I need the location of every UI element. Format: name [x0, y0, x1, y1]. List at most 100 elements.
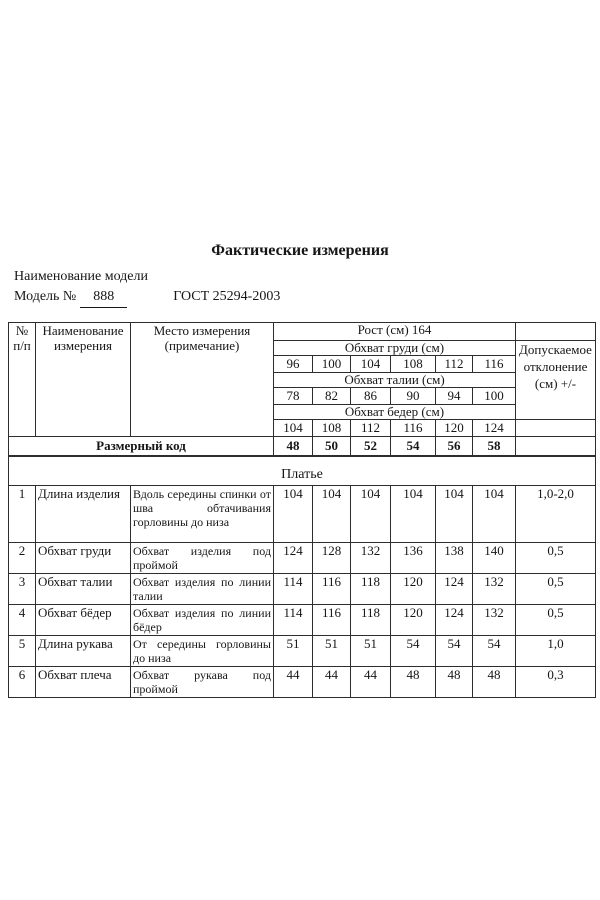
hips-value-cell: 112	[350, 419, 391, 437]
model-label: Модель №	[14, 289, 77, 304]
size-code-value-cell: 48	[273, 436, 313, 457]
measurement-name-cell: Длина рукава	[35, 634, 131, 667]
measurement-value-cell: 104	[273, 484, 313, 543]
waist-values-row: 78 82 86 90 94 100	[9, 387, 596, 405]
measurement-value-cell: 104	[472, 484, 516, 543]
measurements-table: № п/п Наименование измерения Место измер…	[8, 322, 596, 698]
measurement-value-cell: 104	[350, 484, 391, 543]
table-row: 3 Обхват талии Обхват изделия по линии т…	[8, 572, 596, 605]
table-row: 6 Обхват плеча Обхват рукава под проймой…	[8, 665, 596, 698]
model-number: 888	[80, 287, 128, 308]
chest-value-cell: 108	[390, 355, 436, 373]
header-cell-name: Наименование измерения	[35, 322, 131, 437]
measurement-value-cell: 51	[312, 634, 351, 667]
size-code-value-cell: 50	[312, 436, 351, 457]
waist-value-cell: 78	[273, 387, 313, 405]
hips-value-cell: 108	[312, 419, 351, 437]
hips-label-cell: Обхват бедер (см)	[273, 404, 516, 420]
section-title: Платье	[8, 455, 596, 486]
measurement-value-cell: 120	[390, 572, 436, 605]
measurement-name-cell: Обхват груди	[35, 541, 131, 574]
model-name-label: Наименование модели	[14, 269, 148, 284]
tolerance-cell: 0,5	[515, 541, 596, 574]
measurement-value-cell: 124	[435, 572, 473, 605]
measurement-value-cell: 138	[435, 541, 473, 574]
row-number-cell: 3	[8, 572, 36, 605]
measurement-place-cell: Обхват изделия по линии талии	[130, 572, 274, 605]
measurement-value-cell: 44	[312, 665, 351, 698]
table-row: 4 Обхват бёдер Обхват изделия по линии б…	[8, 603, 596, 636]
header-cell-height: Рост (см) 164	[273, 322, 516, 341]
chest-label-cell: Обхват груди (см)	[273, 340, 516, 356]
measurement-value-cell: 51	[350, 634, 391, 667]
chest-value-cell: 96	[273, 355, 313, 373]
measurement-name-cell: Обхват бёдер	[35, 603, 131, 636]
chest-value-cell: 112	[435, 355, 473, 373]
measurement-place-cell: Обхват изделия под проймой	[130, 541, 274, 574]
gost-standard: ГОСТ 25294-2003	[173, 289, 281, 304]
header-row-height: № п/п Наименование измерения Место измер…	[8, 322, 596, 437]
measurement-value-cell: 136	[390, 541, 436, 574]
size-code-row: Размерный код 48 50 52 54 56 58	[8, 436, 596, 457]
table-row: 1 Длина изделия Вдоль середины спинки от…	[8, 484, 596, 543]
measurement-value-cell: 51	[273, 634, 313, 667]
waist-value-cell: 90	[390, 387, 436, 405]
header-cell-empty	[515, 419, 596, 437]
chest-value-cell: 104	[350, 355, 391, 373]
tolerance-cell: 0,5	[515, 603, 596, 636]
waist-value-cell: 100	[472, 387, 516, 405]
measurement-value-cell: 104	[312, 484, 351, 543]
chest-values-row: 96 100 104 108 112 116	[9, 355, 596, 373]
row-number-cell: 4	[8, 603, 36, 636]
waist-value-cell: 94	[435, 387, 473, 405]
measurement-value-cell: 104	[390, 484, 436, 543]
measurement-value-cell: 118	[350, 603, 391, 636]
measurement-value-cell: 44	[273, 665, 313, 698]
measurement-value-cell: 54	[435, 634, 473, 667]
measurement-name-cell: Обхват плеча	[35, 665, 131, 698]
header-cell-num: № п/п	[8, 322, 36, 437]
waist-value-cell: 82	[312, 387, 351, 405]
measurement-value-cell: 116	[312, 603, 351, 636]
page-title: Фактические измерения	[211, 242, 389, 259]
measurement-name-cell: Обхват талии	[35, 572, 131, 605]
tolerance-cell: 1,0	[515, 634, 596, 667]
size-code-value-cell: 52	[350, 436, 391, 457]
tolerance-cell: 1,0-2,0	[515, 484, 596, 543]
hips-value-cell: 120	[435, 419, 473, 437]
header-cell-empty-corner	[515, 322, 596, 341]
size-code-value-cell: 58	[472, 436, 516, 457]
measurement-value-cell: 44	[350, 665, 391, 698]
measurement-value-cell: 54	[390, 634, 436, 667]
chest-value-cell: 116	[472, 355, 516, 373]
measurement-value-cell: 132	[350, 541, 391, 574]
header-row-chest-label: Обхват груди (см) Допускаемое отклонение…	[9, 340, 596, 420]
measurement-place-cell: Обхват рукава под проймой	[130, 665, 274, 698]
measurement-name-cell: Длина изделия	[35, 484, 131, 543]
size-code-value-cell: 54	[390, 436, 436, 457]
row-number-cell: 5	[8, 634, 36, 667]
size-code-value-cell: 56	[435, 436, 473, 457]
measurement-value-cell: 124	[273, 541, 313, 574]
hips-value-cell: 116	[390, 419, 436, 437]
header-cell-place: Место измерения (примечание)	[130, 322, 274, 437]
row-number-cell: 6	[8, 665, 36, 698]
tolerance-header-cell: Допускаемое отклонение (см) +/-	[515, 340, 596, 420]
measurement-value-cell: 118	[350, 572, 391, 605]
size-code-empty-cell	[515, 436, 596, 457]
hips-values-row: 104 108 112 116 120 124	[9, 419, 596, 437]
measurement-value-cell: 48	[472, 665, 516, 698]
measurement-value-cell: 128	[312, 541, 351, 574]
model-number-line: Модель № 888 ГОСТ 25294-2003	[14, 287, 600, 308]
measurement-place-cell: Обхват изделия по линии бёдер	[130, 603, 274, 636]
measurement-value-cell: 114	[273, 572, 313, 605]
measurement-value-cell: 116	[312, 572, 351, 605]
measurement-value-cell: 104	[435, 484, 473, 543]
document-page: Фактические измерения Наименование модел…	[8, 242, 600, 698]
measurement-value-cell: 48	[390, 665, 436, 698]
table-row: 2 Обхват груди Обхват изделия под проймо…	[8, 541, 596, 574]
chest-value-cell: 100	[312, 355, 351, 373]
measurement-value-cell: 54	[472, 634, 516, 667]
measurement-value-cell: 132	[472, 603, 516, 636]
tolerance-cell: 0,3	[515, 665, 596, 698]
